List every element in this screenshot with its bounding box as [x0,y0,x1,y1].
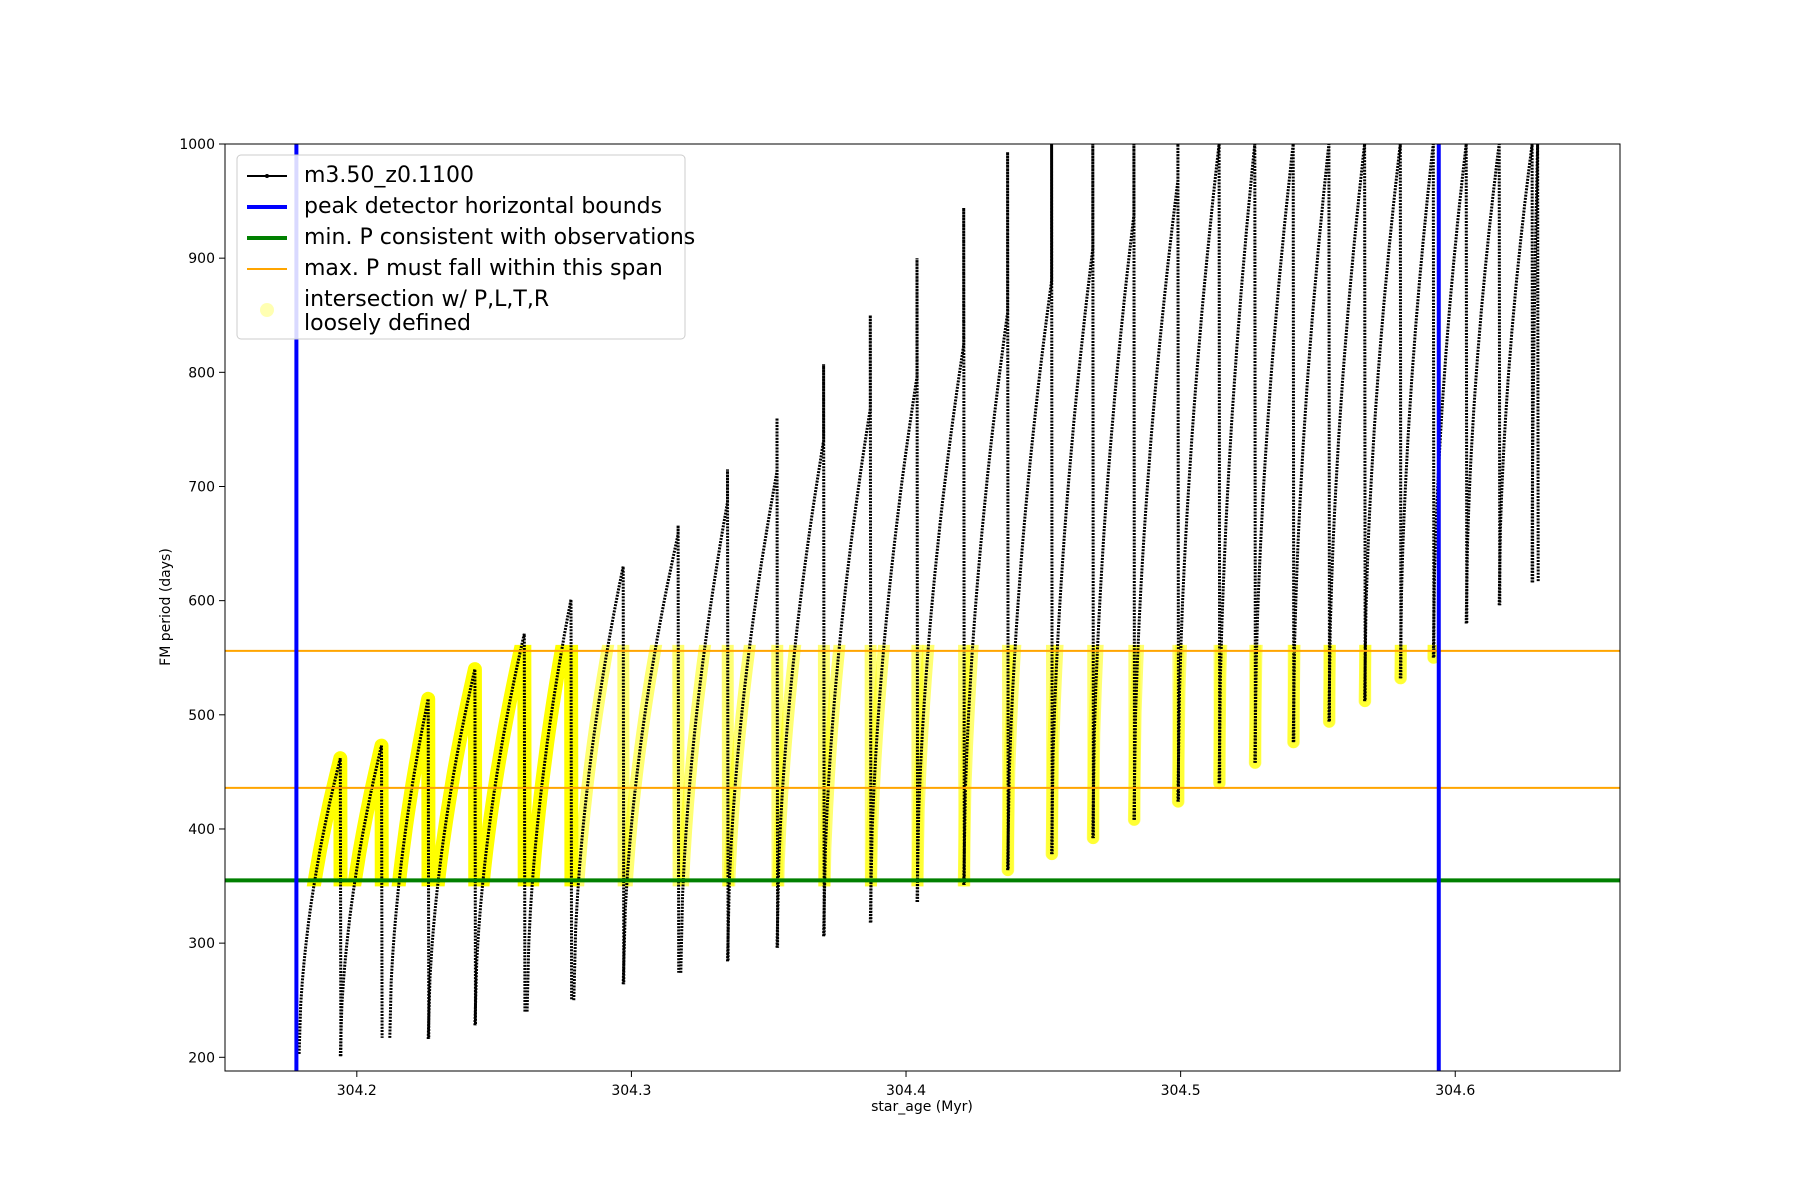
model-track-cycle [338,745,384,1057]
legend-label: intersection w/ P,L,T,R [304,287,549,312]
legend-label: min. P consistent with observations [304,225,695,250]
y-axis-label: FM period (days) [158,548,174,666]
model-track-cycle [868,258,920,923]
y-tick-label: 400 [188,822,215,838]
model-track-cycle [1132,144,1180,820]
model-track-cycle [1291,144,1331,743]
legend-label: max. P must fall within this span [304,256,663,281]
model-track-cycle [1253,144,1296,763]
model-track-cycle [426,668,477,1040]
legend-label-line2: loosely defined [304,311,471,336]
model-track-cycle [1530,144,1540,583]
legend-marker-model [265,174,269,178]
intersection-segment [911,644,971,887]
x-tick-label: 304.3 [611,1083,651,1099]
y-tick-label: 800 [188,365,215,381]
x-tick-label: 304.4 [886,1083,926,1099]
legend-box [236,154,686,340]
model-track-layer [297,144,1540,1057]
model-track-cycle [726,417,780,962]
legend-handle-intersection [260,303,274,317]
model-track-cycle [679,469,730,973]
model-track-cycle [621,525,681,985]
plot-frame [224,143,1621,1072]
model-track-cycle [388,698,431,1040]
model-track-cycle [525,599,574,1012]
legend-label: peak detector horizontal bounds [304,194,662,219]
y-tick-label: 1000 [179,137,215,153]
axis-ticks: 304.2 304.3 304.4 304.5 304.6 200 300 400 500 600… [179,137,1475,1099]
model-track-cycle [1327,144,1367,722]
model-track-cycle [572,566,626,1001]
model-track-cycle [297,757,343,1057]
model-track-cycle [1363,144,1403,702]
model-track-cycle [822,315,873,937]
x-tick-label: 304.6 [1435,1083,1475,1099]
x-tick-label: 304.2 [337,1083,377,1099]
x-axis-label: star_age (Myr) [871,1099,973,1115]
model-track-cycle [1464,144,1502,624]
y-tick-label: 500 [188,708,215,724]
model-track-cycle [775,364,826,948]
model-track-cycle [1050,144,1095,855]
model-track-cycle [1217,144,1257,784]
model-track-cycle [915,207,966,903]
y-tick-label: 900 [188,251,215,267]
x-tick-label: 304.5 [1161,1083,1201,1099]
model-track-cycle [1398,144,1436,679]
intersection-segment [572,644,630,887]
model-track-cycle [1176,144,1222,802]
legend-label: m3.50_z0.1100 [304,163,474,188]
intersection-segment [475,644,532,887]
y-tick-label: 600 [188,594,215,610]
y-tick-label: 200 [188,1050,215,1066]
y-tick-label: 300 [188,936,215,952]
model-track-cycle [1497,144,1535,606]
model-track-cycle [1006,144,1054,871]
reference-lines-layer [225,649,1620,883]
y-tick-label: 700 [188,479,215,495]
model-track-cycle [962,151,1010,885]
